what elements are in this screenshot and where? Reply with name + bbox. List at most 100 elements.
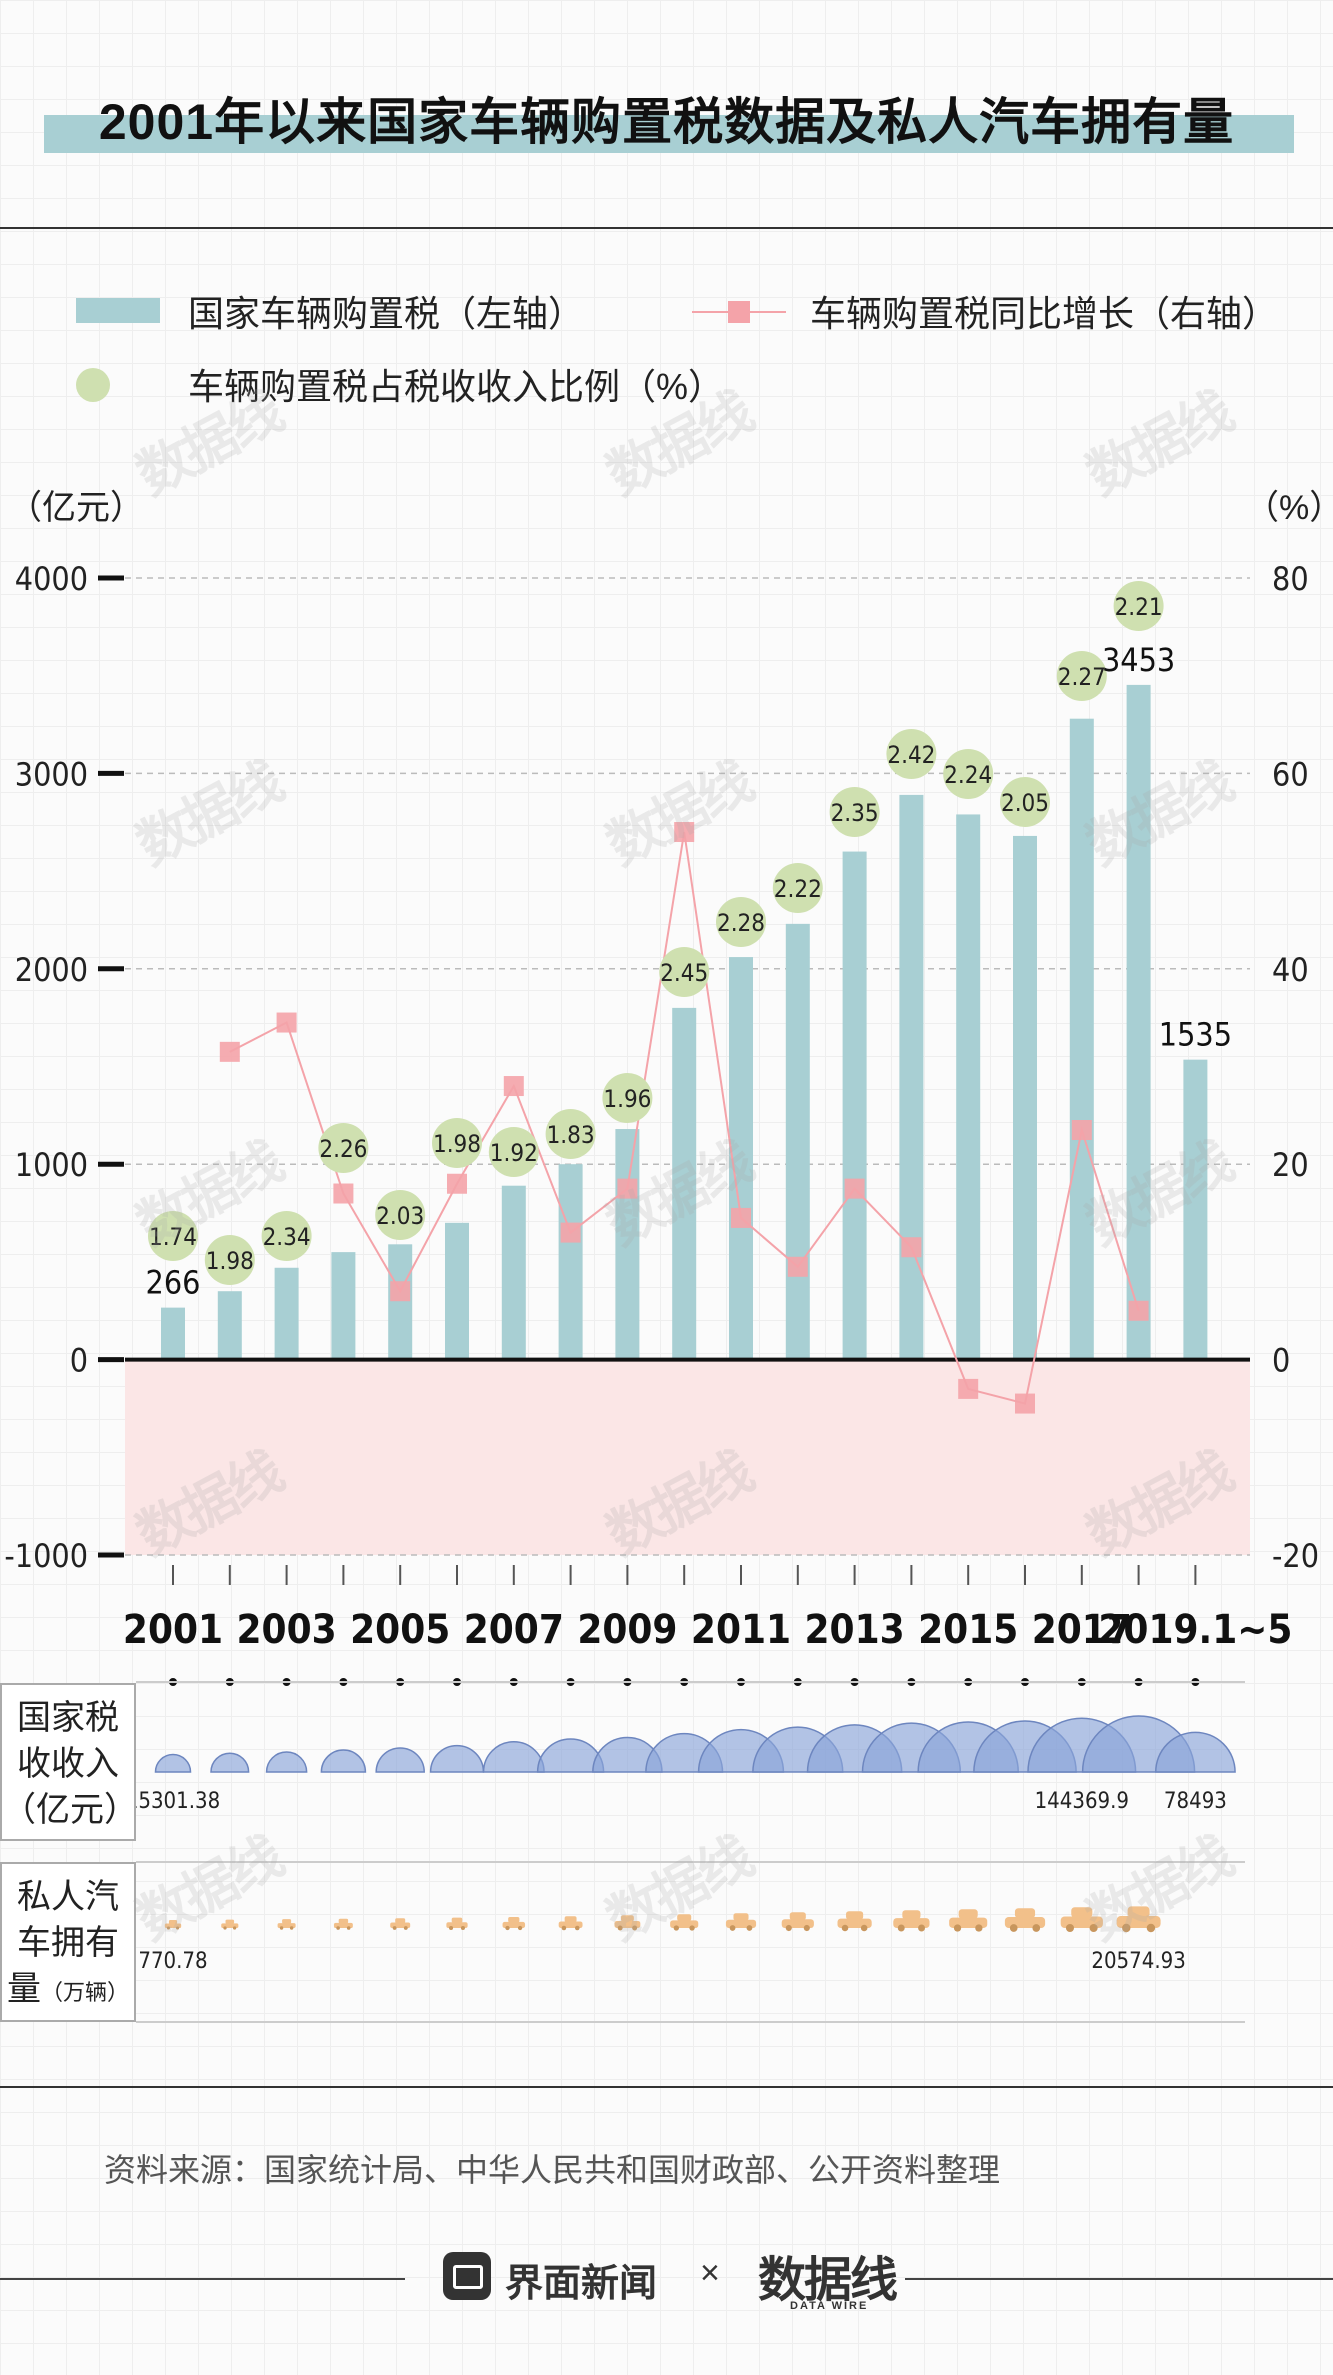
x-tick-label: 2017 [1032,1607,1132,1653]
left-tick-label: 1000 [15,1146,88,1184]
x-tick-label: 2009 [577,1607,677,1653]
tax-revenue-bubble [210,1752,250,1773]
ratio-dot [432,1118,482,1168]
left-tick-label: 2000 [15,951,88,989]
bar [1069,718,1094,1360]
bar [501,1185,526,1360]
growth-marker [447,1173,467,1194]
car-wheel-icon [1122,1923,1131,1933]
title-divider [0,227,1333,229]
tax-revenue-label-line-2: 收收入 [17,1745,119,1783]
growth-marker [560,1222,581,1243]
car-roof-icon [789,1912,806,1921]
bar [161,1307,185,1360]
private-cars-label-line-3-text: 量 [6,1970,41,2008]
car-roof-icon [338,1918,349,1924]
car-wheel-icon [1146,1923,1156,1933]
car-roof-icon [620,1915,634,1922]
car-wheel-icon [223,1926,227,1930]
bar [388,1244,413,1360]
tax-revenue-label-line-3: （亿元） [2,1791,138,1829]
car-wheel-icon [729,1925,736,1931]
growth-marker [276,1012,297,1033]
tax-revenue-bubble [265,1751,308,1773]
tax-revenue-value-label: 15301.38 [126,1789,220,1814]
private-cars-unit: （万辆） [40,1980,129,2005]
car-wheel-icon [746,1925,753,1931]
ratio-dot-label: 2.05 [1001,789,1049,817]
ratio-dot [204,1235,255,1285]
bar [1183,1059,1208,1360]
car-wheel-icon [1089,1923,1098,1933]
page-title: 2001年以来国家车辆购置税数据及私人汽车拥有量 [98,94,1235,150]
right-tick-label: 20 [1272,1146,1309,1184]
ratio-dot [659,947,710,997]
legend-dot-label: 车辆购置税占税收收入比例（%） [188,366,725,407]
x-tick-label: 2013 [805,1607,905,1653]
legend-bar-swatch [76,298,160,323]
ratio-dot [318,1123,369,1173]
bar [1126,684,1151,1360]
bar-value-label: 266 [146,1264,201,1302]
tax-revenue-value-label: 144369.9 [1035,1789,1129,1814]
car-roof-icon [733,1913,749,1921]
growth-marker [219,1041,240,1062]
bar-value-label: 1535 [1159,1016,1232,1054]
car-roof-icon [508,1916,520,1923]
car-roof-icon [846,1911,864,1920]
private-cars-row-label: 私人汽 车拥有 量（万辆） [0,1862,136,2022]
x-tick-label: 2005 [350,1607,450,1653]
growth-marker [674,822,695,843]
car-wheel-icon [505,1925,510,1931]
bar [785,923,810,1360]
left-tick-label: -1000 [4,1537,88,1575]
private-cars-value-label: 20574.93 [1091,1949,1185,1974]
brand-times: × [700,2254,720,2292]
ratio-dot [148,1211,198,1261]
ratio-dot [716,897,766,947]
bar [1013,835,1037,1360]
car-roof-icon [282,1919,292,1924]
x-tick-label: 2007 [464,1607,564,1653]
x-tick-label: 2003 [237,1607,337,1653]
tax-revenue-bubble [1154,1731,1236,1773]
private-cars-label-line-3: 量（万辆） [2,1966,134,2016]
ratio-dot-label: 2.34 [263,1223,311,1251]
car-roof-icon [225,1919,235,1924]
x-tick-label: 2019.1~5 [1098,1607,1292,1653]
left-tick-label: 0 [70,1342,88,1380]
car-wheel-icon [336,1926,340,1930]
brand-datawire-sub: DATA WIRE [790,2300,869,2312]
right-tick-label: 0 [1272,1342,1290,1380]
bar [558,1164,583,1360]
car-wheel-icon [232,1926,237,1930]
car-wheel-icon [803,1924,810,1932]
ratio-dot-label: 2.42 [887,741,935,769]
bar [274,1267,299,1360]
car-wheel-icon [632,1925,638,1931]
ratio-dot [1056,651,1107,701]
car-wheel-icon [574,1925,580,1931]
right-tick-label: -20 [1272,1537,1319,1575]
growth-marker [1015,1393,1035,1414]
car-wheel-icon [975,1924,983,1932]
ratio-dot [886,729,937,779]
car-roof-icon [1014,1908,1036,1919]
car-wheel-icon [953,1924,962,1932]
ratio-dot-label: 2.28 [717,909,765,937]
right-tick-label: 80 [1272,560,1309,598]
footer-rule-right [905,2278,1333,2280]
bar [217,1291,242,1360]
growth-marker [1071,1120,1092,1141]
private-cars-label-line-2: 车拥有 [17,1924,119,1962]
legend-bar-label: 国家车辆购置税（左轴） [188,293,585,334]
ratio-dot [943,749,994,799]
car-wheel-icon [346,1926,351,1930]
private-cars-value-label: 770.78 [138,1949,207,1974]
car-roof-icon [395,1918,406,1924]
private-cars-label-line-1: 私人汽 [17,1878,119,1916]
growth-marker [901,1237,922,1258]
ratio-dot [772,863,823,913]
bar [899,794,924,1360]
